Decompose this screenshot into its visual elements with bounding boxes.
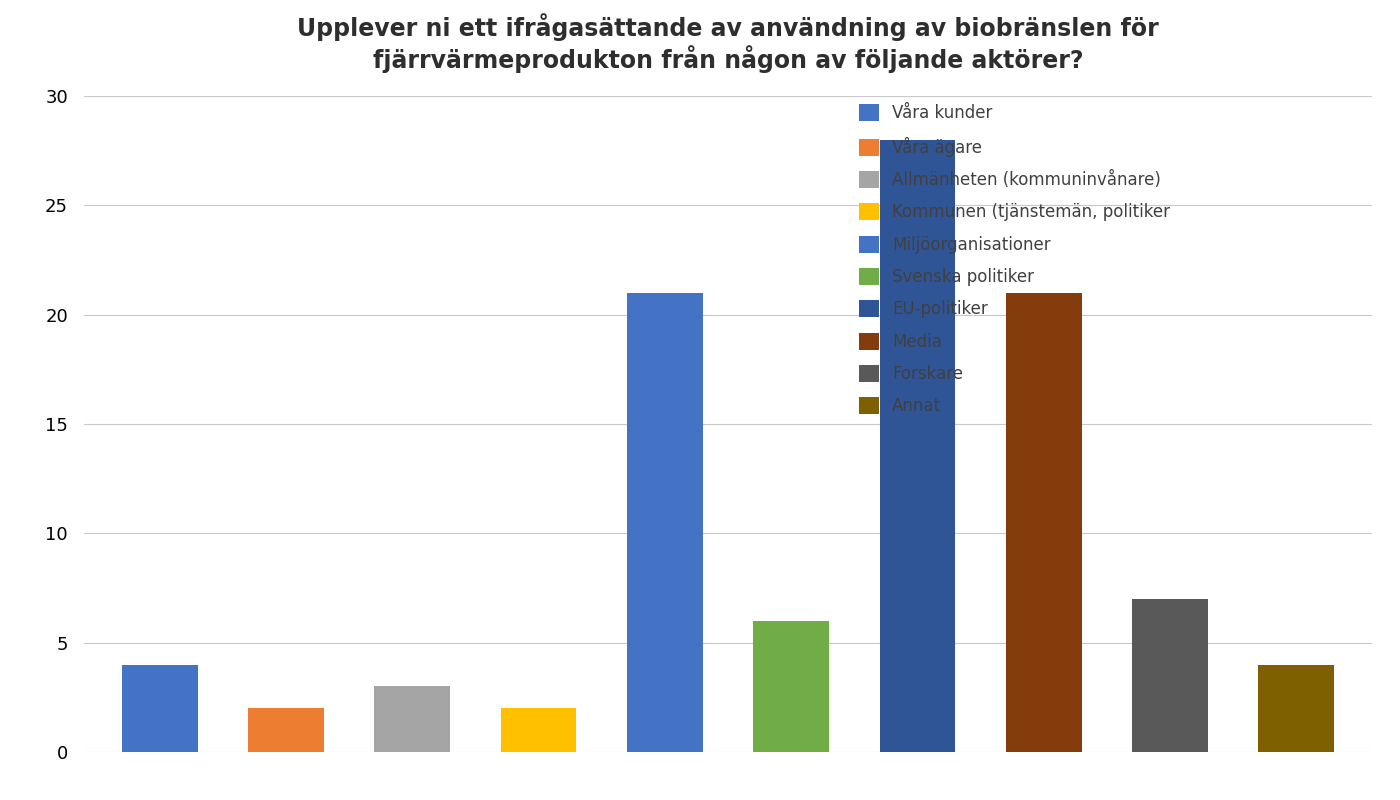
Bar (122, 665, 197, 752)
Bar (374, 686, 451, 752)
Bar (627, 293, 703, 752)
Bar (1259, 665, 1334, 752)
Bar (248, 708, 323, 752)
Bar (1133, 599, 1208, 752)
Bar (753, 621, 829, 752)
Bar (879, 140, 955, 752)
Legend: Våra kunder, Våra ägare, Allmänheten (kommuninvånare), Kommunen (tjänstemän, pol: Våra kunder, Våra ägare, Allmänheten (ko… (858, 104, 1170, 415)
Bar (1005, 293, 1082, 752)
Title: Upplever ni ett ifrågasättande av användning av biobränslen för
fjärrvärmeproduk: Upplever ni ett ifrågasättande av använd… (297, 13, 1159, 74)
Bar (501, 708, 577, 752)
